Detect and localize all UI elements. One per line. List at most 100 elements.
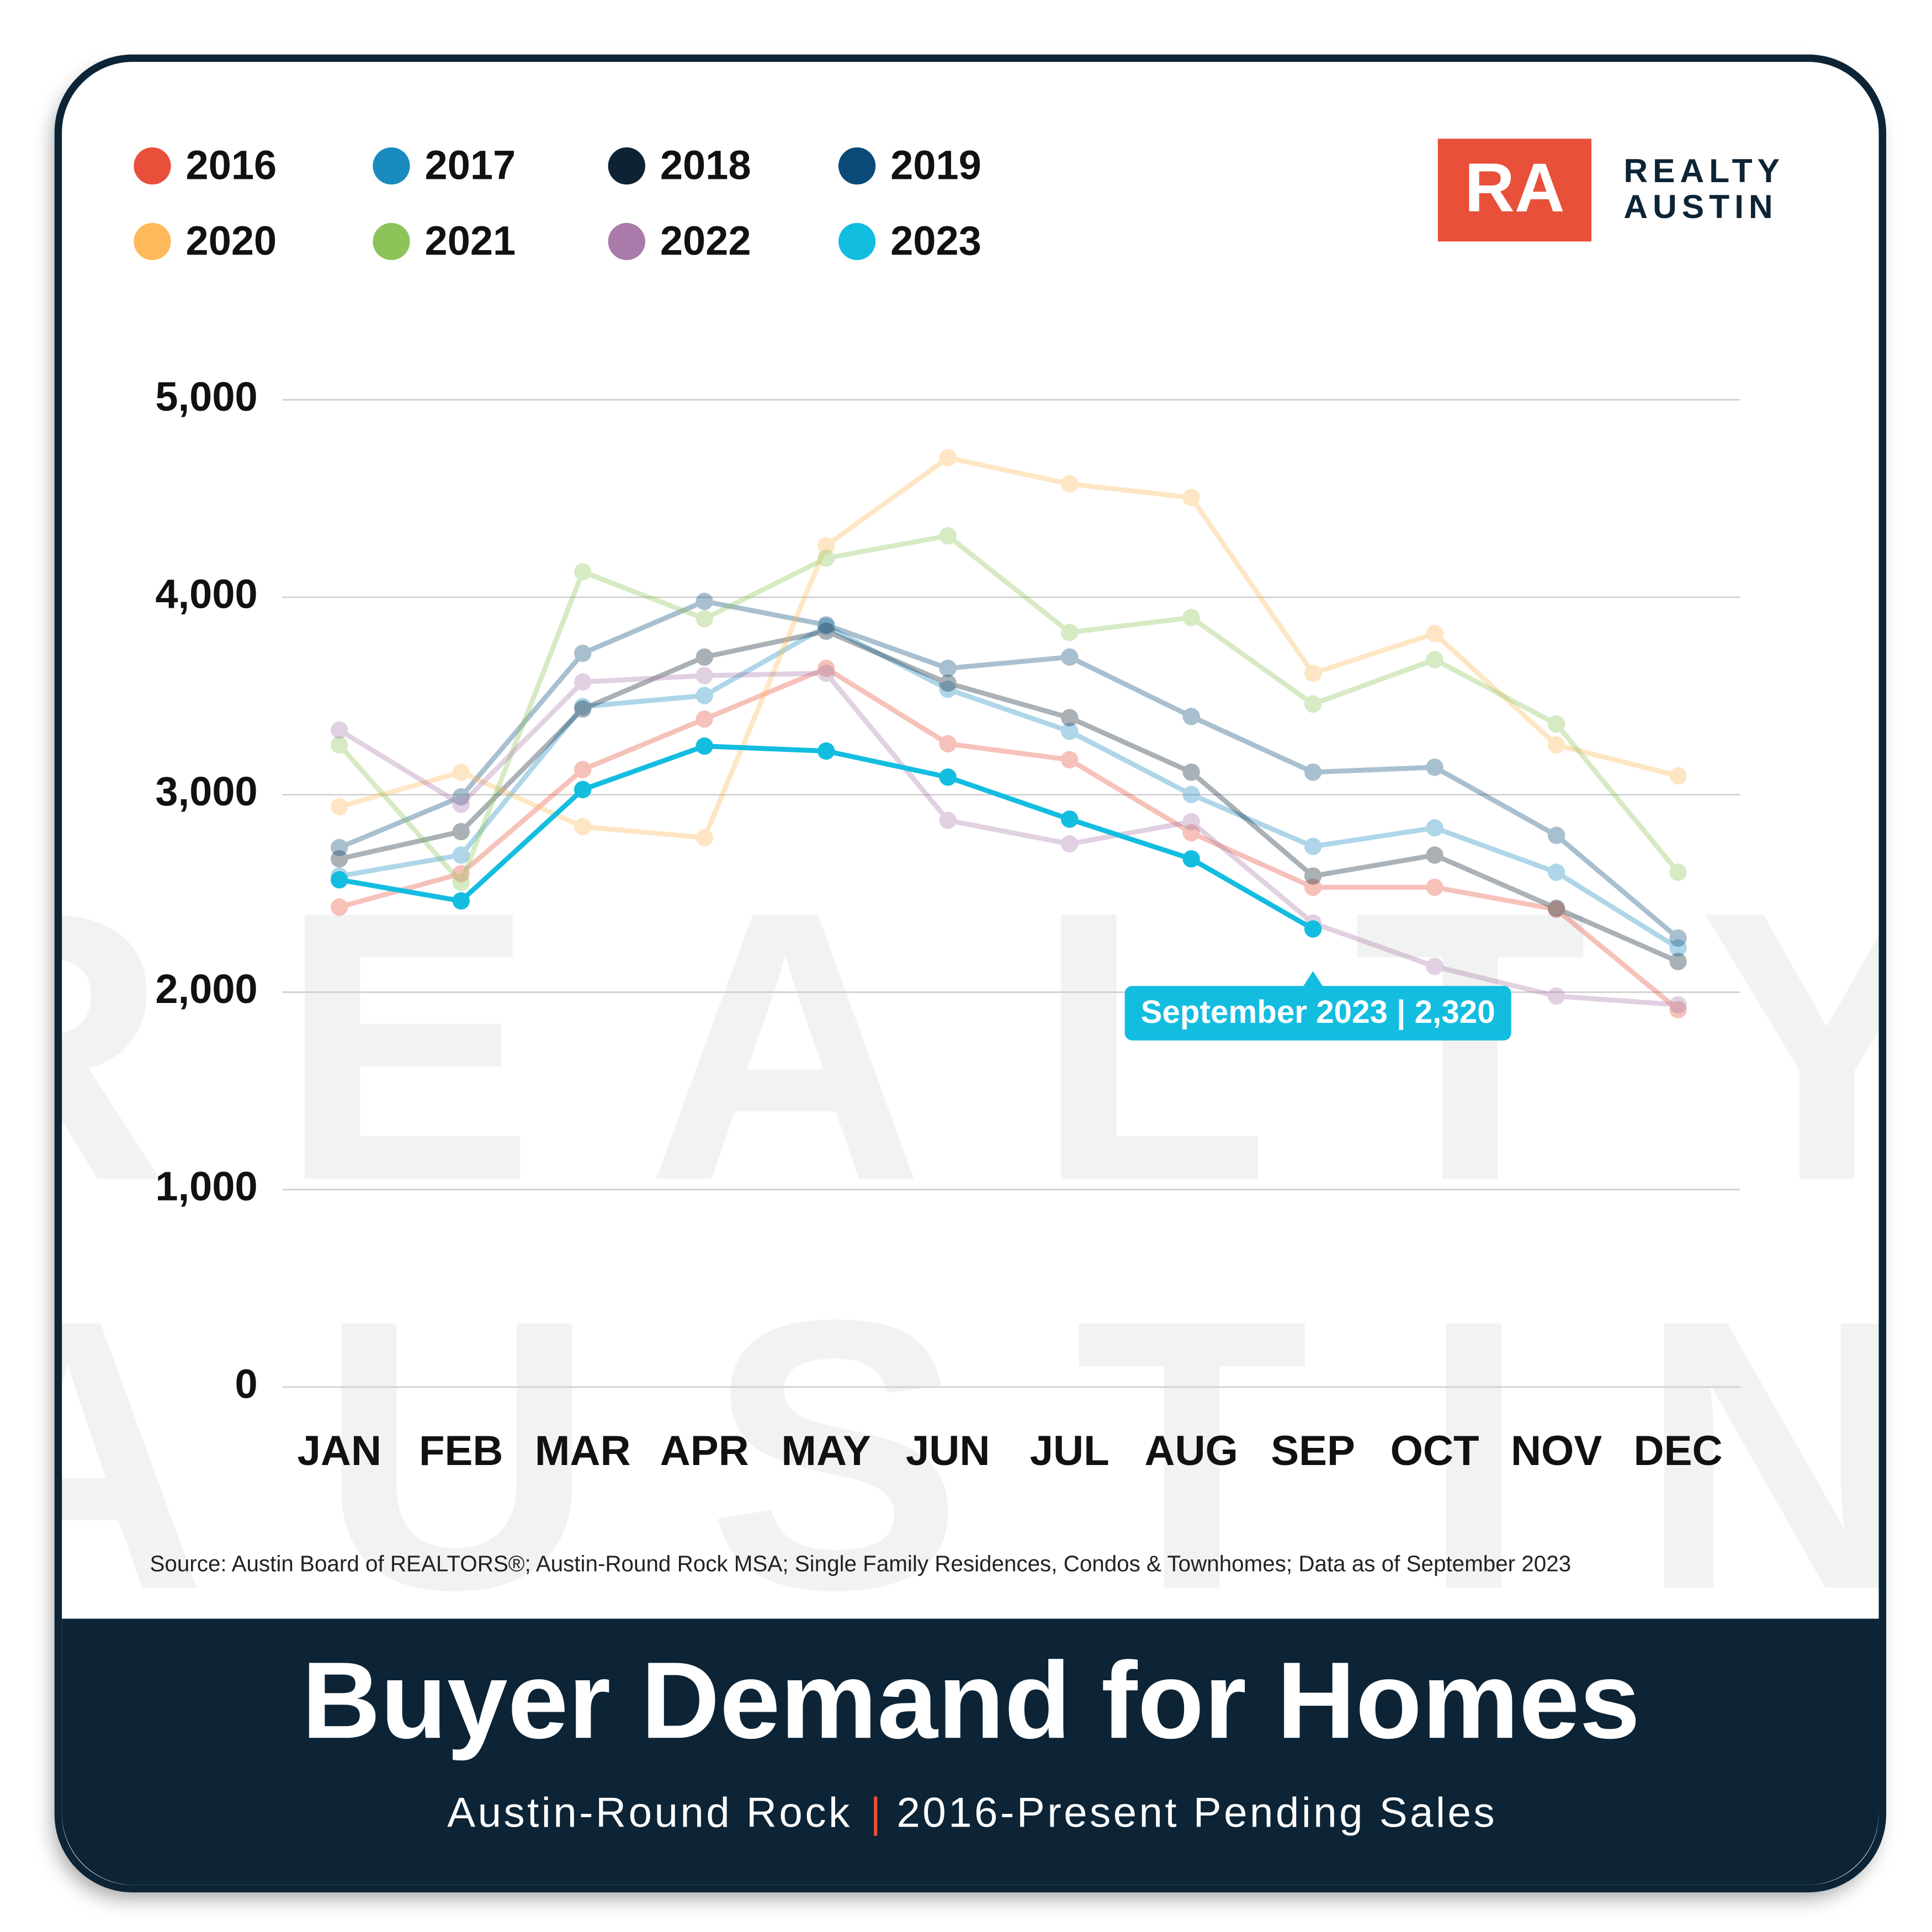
point [1304, 837, 1322, 856]
point [331, 736, 348, 754]
point [1304, 867, 1322, 885]
point [452, 788, 470, 806]
point [1547, 900, 1565, 919]
point [1182, 763, 1200, 781]
point [939, 527, 957, 545]
y-tick-label: 3,000 [155, 768, 257, 814]
point [331, 850, 348, 868]
plot [282, 399, 1740, 1388]
point [1182, 824, 1200, 842]
legend-swatch [134, 147, 171, 185]
series [331, 664, 1687, 1013]
point [1182, 708, 1200, 725]
x-tick-label: OCT [1390, 1427, 1479, 1474]
point [1060, 475, 1079, 493]
line [338, 624, 1680, 951]
line [338, 598, 1680, 940]
y-tick-label: 5,000 [155, 374, 257, 420]
point [574, 818, 592, 836]
point [1669, 767, 1687, 785]
x-tick-label: DEC [1634, 1427, 1723, 1474]
legend-swatch [608, 147, 645, 185]
subtitle: Austin-Round Rock [447, 1789, 852, 1836]
line [338, 671, 1679, 1007]
point [452, 846, 470, 864]
watermark: REALTY [0, 832, 1932, 1261]
legend-swatch [134, 222, 171, 261]
x-tick-label: MAR [535, 1427, 631, 1474]
series [331, 449, 1687, 847]
point [939, 768, 957, 786]
legend-label: 2019 [890, 142, 981, 188]
point [574, 563, 592, 581]
y-tick-label: 4,000 [155, 571, 257, 617]
point [1547, 826, 1565, 845]
series [331, 592, 1687, 947]
point [574, 761, 592, 778]
legend-label: 2020 [186, 218, 277, 264]
point [1426, 758, 1443, 776]
title-band [62, 1618, 1879, 1885]
point [1426, 651, 1443, 668]
legend-swatch [838, 222, 876, 261]
series [331, 737, 1322, 938]
legend-label: 2016 [186, 142, 277, 188]
point [1304, 878, 1322, 896]
point [1547, 863, 1565, 881]
point [452, 763, 470, 781]
card-border [54, 54, 1886, 1893]
x-tick-label: NOV [1511, 1427, 1602, 1474]
watermark: AUSTIN [0, 1240, 1932, 1669]
point [1669, 863, 1687, 881]
point [817, 617, 835, 635]
line [338, 455, 1679, 841]
y-tick-label: 2,000 [155, 966, 257, 1012]
legend-swatch [838, 147, 876, 185]
point [1547, 736, 1565, 754]
point [939, 811, 957, 829]
point [696, 592, 713, 611]
point [696, 829, 713, 847]
point [817, 660, 835, 677]
card-shadow [58, 58, 1883, 1889]
line [337, 533, 1680, 885]
point [939, 735, 957, 753]
legend-label: 2018 [660, 142, 751, 188]
point [1182, 813, 1200, 831]
point [452, 873, 470, 891]
point [1669, 939, 1687, 957]
point [1669, 953, 1687, 970]
point [1182, 850, 1200, 868]
point [696, 667, 713, 684]
point [1426, 625, 1443, 643]
card: REALTY AUSTIN [0, 399, 1932, 1885]
legend-swatch [373, 222, 410, 261]
point [696, 710, 713, 728]
point [1426, 819, 1443, 837]
logo-box [1437, 139, 1592, 242]
logo-text: AUSTIN [1623, 188, 1777, 225]
series [331, 622, 1687, 970]
y-tick-label: 0 [235, 1361, 257, 1406]
legend-swatch [373, 147, 410, 185]
point [1669, 996, 1687, 1013]
x-tick-label: SEP [1271, 1427, 1355, 1474]
point [817, 549, 835, 567]
point [817, 664, 835, 682]
point [1060, 623, 1079, 641]
y-tick-label: 1,000 [155, 1164, 257, 1209]
point [452, 822, 470, 841]
point [1304, 664, 1322, 682]
point [1060, 751, 1079, 769]
series [331, 660, 1687, 1018]
point [939, 674, 957, 692]
point [1182, 609, 1200, 627]
legend-label: 2023 [890, 218, 981, 264]
x-tick-label: JAN [297, 1427, 381, 1474]
point [574, 644, 592, 662]
point [696, 648, 713, 666]
point [1060, 709, 1079, 726]
point [1182, 785, 1200, 804]
